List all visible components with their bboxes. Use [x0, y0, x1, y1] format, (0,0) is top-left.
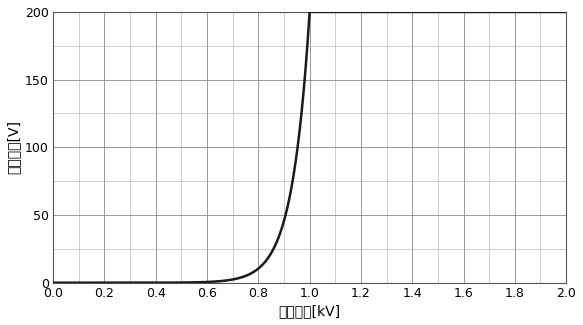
Y-axis label: 出力電圧[V]: 出力電圧[V]: [7, 120, 21, 174]
X-axis label: 入力電圧[kV]: 入力電圧[kV]: [279, 304, 340, 318]
